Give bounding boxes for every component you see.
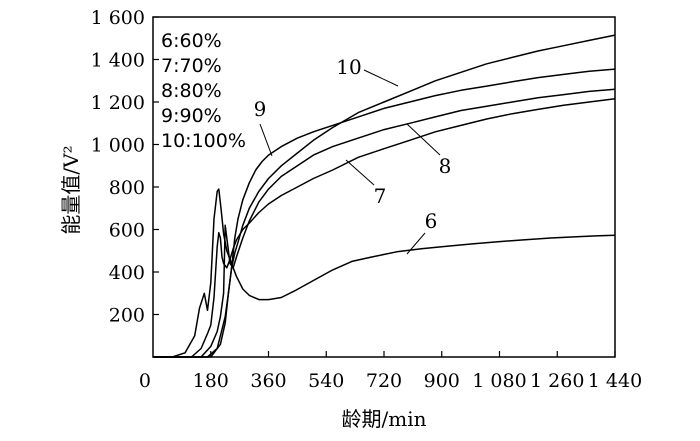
y-tick-label: 1 000 (91, 135, 145, 157)
curve-label-9: 9 (254, 97, 267, 121)
x-tick-label: 360 (250, 370, 286, 392)
series-line-7 (153, 98, 616, 358)
x-tick-label: 1 260 (530, 370, 584, 392)
x-tick-label: 720 (366, 370, 402, 392)
y-tick-label: 400 (109, 262, 145, 284)
curve-label-8: 8 (439, 154, 452, 178)
x-tick-label: 900 (424, 370, 460, 392)
callout-leader-6 (406, 232, 426, 255)
x-tick-label: 0 (139, 370, 151, 392)
series-line-6 (153, 188, 616, 358)
curve-label-10: 10 (336, 55, 361, 79)
y-axis-title: 能量值/V² (59, 145, 83, 234)
y-axis-ticks: 200 400 600 800 1 000 1 200 1 400 1 600 (91, 7, 159, 327)
legend-entry-8: 8:80% (161, 80, 222, 102)
x-tick-label: 180 (193, 370, 229, 392)
series-line-10 (153, 34, 616, 358)
callout-leader-10 (363, 69, 399, 87)
series-line-9 (153, 68, 616, 358)
y-tick-label: 600 (109, 220, 145, 242)
series-layer (153, 34, 616, 358)
legend-entry-10: 10:100% (161, 130, 246, 152)
y-tick-label: 1 600 (91, 7, 145, 29)
callout-leader-7 (345, 159, 375, 186)
y-tick-label: 200 (109, 305, 145, 327)
legend-entry-6: 6:60% (161, 30, 222, 52)
curve-label-6: 6 (425, 209, 438, 233)
series-line-8 (153, 88, 616, 358)
x-tick-label: 540 (308, 370, 344, 392)
y-tick-label: 1 200 (91, 92, 145, 114)
x-tick-label: 1 440 (588, 370, 642, 392)
x-axis-title: 龄期/min (342, 407, 427, 431)
x-axis-ticks: 0 180 360 540 720 900 1 080 1 260 1 440 (139, 351, 642, 392)
y-tick-label: 1 400 (91, 50, 145, 72)
legend-entry-9: 9:90% (161, 105, 222, 127)
callout-leader-9 (259, 123, 273, 157)
legend-entry-7: 7:70% (161, 55, 222, 77)
y-tick-label: 800 (109, 177, 145, 199)
curve-callouts: 10 9 8 7 6 (254, 55, 452, 255)
callout-leader-8 (406, 123, 441, 156)
curve-label-7: 7 (374, 184, 387, 208)
legend: 6:60% 7:70% 8:80% 9:90% 10:100% (161, 30, 246, 152)
x-tick-label: 1 080 (472, 370, 526, 392)
